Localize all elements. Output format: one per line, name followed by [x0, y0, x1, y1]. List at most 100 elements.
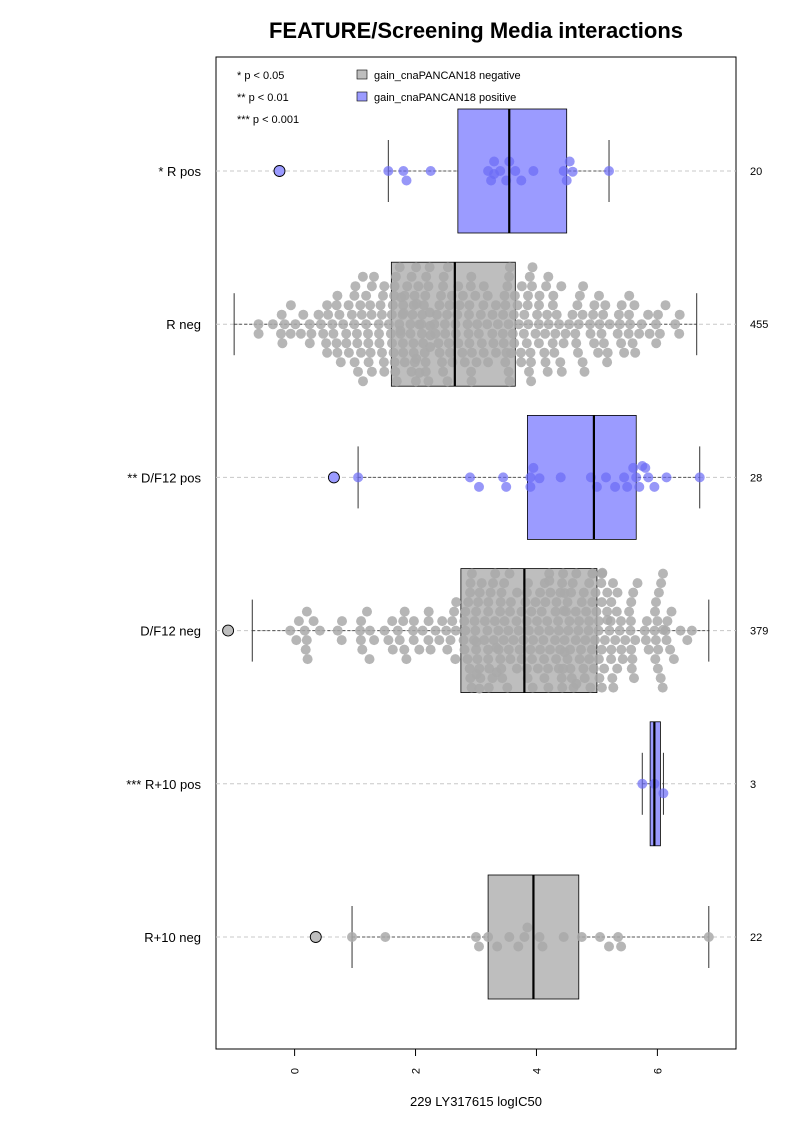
data-point — [574, 290, 585, 301]
data-point — [573, 319, 584, 330]
data-point — [488, 578, 498, 589]
data-point — [503, 319, 514, 330]
data-point — [408, 635, 419, 646]
data-point — [285, 300, 296, 311]
data-point — [253, 328, 264, 339]
data-point — [527, 682, 538, 693]
data-point — [459, 357, 470, 368]
data-point — [460, 606, 471, 617]
data-point — [577, 357, 588, 368]
data-point — [527, 281, 537, 292]
data-point — [398, 347, 409, 358]
data-point — [423, 635, 434, 646]
data-point — [551, 309, 562, 320]
data-point — [660, 625, 671, 636]
data-point — [300, 644, 311, 655]
data-point — [536, 606, 547, 617]
data-point — [611, 606, 622, 617]
data-point — [619, 472, 630, 483]
data-point — [606, 644, 617, 655]
data-point — [391, 376, 402, 387]
data-point — [604, 166, 614, 176]
data-point — [555, 472, 566, 483]
data-point — [578, 281, 589, 292]
data-point — [625, 319, 636, 330]
data-point — [540, 328, 551, 339]
data-point — [534, 300, 544, 311]
data-point — [523, 319, 534, 330]
data-point — [651, 597, 661, 608]
data-point — [431, 309, 442, 320]
data-point — [594, 319, 605, 330]
data-point — [624, 606, 635, 617]
data-point — [388, 347, 399, 358]
data-point — [516, 175, 527, 186]
data-point — [504, 271, 515, 282]
data-point — [558, 568, 569, 579]
data-point — [617, 654, 628, 665]
data-point — [483, 932, 494, 942]
data-point — [557, 682, 568, 693]
data-point — [661, 472, 672, 483]
data-point — [421, 271, 432, 282]
data-point — [623, 328, 634, 339]
data-point — [574, 654, 585, 665]
data-point — [398, 300, 409, 311]
data-point — [304, 319, 315, 330]
data-point — [524, 271, 535, 282]
data-point — [493, 625, 504, 636]
x-tick-label: 4 — [531, 1068, 543, 1074]
data-point — [658, 788, 669, 799]
data-point — [512, 300, 523, 311]
data-point — [437, 616, 448, 627]
data-point — [524, 366, 534, 377]
data-point — [375, 300, 386, 311]
data-point — [616, 338, 627, 349]
data-point — [478, 300, 489, 311]
data-point — [295, 328, 306, 339]
data-point — [358, 376, 368, 387]
data-point — [614, 625, 625, 636]
data-point — [332, 347, 343, 358]
data-point — [510, 166, 521, 176]
data-point — [653, 309, 663, 320]
data-point — [471, 606, 482, 617]
data-point — [649, 481, 660, 492]
data-point — [566, 587, 577, 598]
data-point — [423, 616, 434, 627]
data-point — [558, 932, 569, 942]
data-point — [570, 635, 581, 646]
outlier-point — [309, 931, 322, 943]
data-point — [629, 673, 639, 684]
data-point — [471, 637, 482, 647]
data-point — [703, 932, 714, 942]
data-point — [585, 682, 596, 693]
data-point — [474, 941, 484, 952]
data-point — [610, 635, 621, 646]
data-point — [497, 328, 508, 339]
data-point — [573, 625, 584, 636]
group-count: 28 — [750, 472, 762, 484]
data-point — [425, 644, 436, 655]
data-point — [540, 597, 551, 608]
data-point — [356, 347, 366, 358]
group-count: 22 — [750, 932, 762, 944]
chart-title: FEATURE/Screening Media interactions — [269, 18, 683, 43]
data-point — [658, 568, 668, 579]
data-point — [596, 328, 607, 339]
data-point — [425, 342, 436, 352]
data-point — [385, 328, 396, 339]
data-point — [538, 635, 549, 646]
data-point — [430, 328, 441, 339]
data-point — [607, 673, 618, 684]
data-point — [593, 625, 604, 636]
data-point — [410, 376, 421, 387]
data-point — [322, 347, 333, 358]
data-point — [534, 932, 545, 942]
data-point — [355, 635, 366, 646]
data-point — [525, 347, 536, 358]
data-point — [542, 366, 553, 377]
data-point — [302, 654, 313, 665]
data-point — [394, 262, 405, 273]
data-point — [495, 166, 506, 176]
